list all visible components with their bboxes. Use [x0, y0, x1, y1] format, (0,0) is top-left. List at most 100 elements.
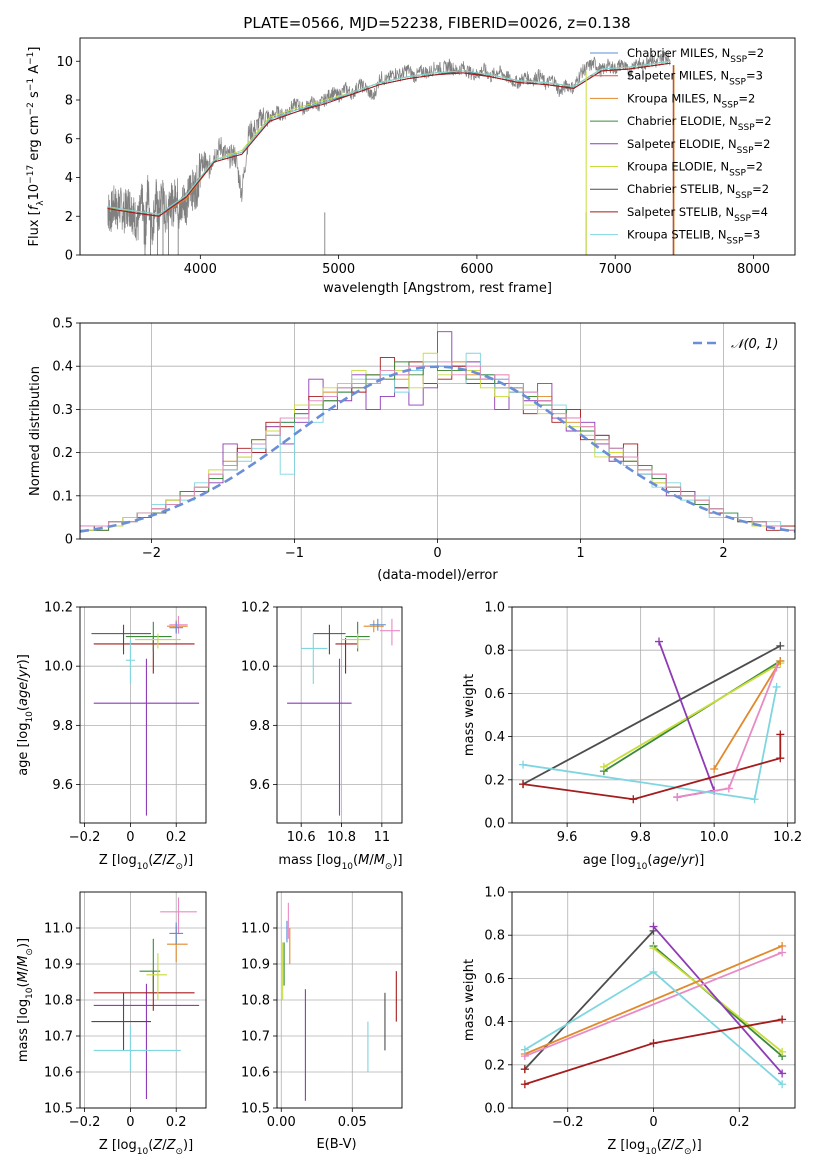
weight-marker [778, 948, 787, 957]
y-tick-label: 0.4 [52, 360, 73, 375]
y-tick-label: 10.9 [44, 958, 73, 973]
x-tick-label: 0 [649, 1115, 657, 1130]
plot-frame [276, 891, 403, 1109]
y-tick-label: 0.5 [52, 317, 73, 332]
weight-series-line [603, 662, 781, 768]
plot-frame [511, 891, 796, 1109]
figure-title: PLATE=0566, MJD=52238, FIBERID=0026, z=0… [243, 14, 630, 32]
weight-marker [778, 1080, 787, 1089]
x-tick-label: 7000 [599, 262, 632, 277]
weight-series-line [713, 660, 782, 770]
y-tick-label: 10.0 [44, 660, 73, 675]
y-tick-label: 0.6 [484, 687, 505, 702]
y-tick-label: 10.6 [241, 1066, 270, 1081]
y-tick-label: 0.6 [484, 972, 505, 987]
y-tick-label: 10.5 [241, 1102, 270, 1117]
x-axis-label: Z [log10(Z/Z⊙)] [99, 1138, 193, 1157]
plot-frame [79, 891, 207, 1109]
errorbar-point [93, 983, 200, 1099]
y-tick-label: 10.2 [44, 601, 73, 616]
weight-marker [649, 922, 658, 931]
y-tick-label: 0.2 [52, 446, 73, 461]
errorbar-point [91, 624, 152, 655]
errorbar-point [125, 621, 172, 652]
x-tick-label: 10.0 [700, 830, 729, 845]
x-tick-label: 5000 [322, 262, 355, 277]
x-tick-label: 0.00 [267, 1115, 296, 1130]
legend-entry: 𝒩(0, 1) [731, 337, 778, 352]
weight-series [519, 682, 781, 804]
legend-entry: Salpeter MILES, NSSP=3 [627, 69, 763, 88]
y-tick-label: 10.8 [44, 994, 73, 1009]
age_vs_Z-panel: −0.2 0 0.2 9.6 9.8 10.0 10.2 Z [log10(Z/Z⊙)] age… [16, 601, 207, 872]
x-tick-label: 4000 [184, 262, 217, 277]
errorbar-point [363, 620, 384, 633]
weight-series-line [524, 951, 783, 1057]
weight-marker [519, 760, 528, 769]
weight-marker [778, 1069, 787, 1078]
weight-series [520, 967, 787, 1089]
y-axis-label: age [log10(age/yr)] [16, 654, 35, 776]
y-axis-label: mass [log10(M/M⊙)] [16, 938, 35, 1062]
weight-marker [776, 754, 785, 763]
weight-series-line [522, 734, 782, 801]
y-tick-label: 10.2 [241, 601, 270, 616]
x-tick-label: 6000 [460, 262, 493, 277]
spectrum-data [107, 50, 675, 255]
plot-frame [511, 606, 796, 824]
weight-marker [520, 1045, 529, 1054]
y-tick-label: 10.0 [241, 660, 270, 675]
weight-marker [520, 1065, 529, 1074]
weight-series-line [524, 945, 783, 1055]
errorbar-point [369, 618, 386, 631]
errorbar-point [125, 639, 135, 684]
y-tick-label: 0.4 [484, 1015, 505, 1030]
errorbar-point [341, 633, 370, 649]
x-axis-label: wavelength [Angstrom, rest frame] [323, 281, 552, 296]
weight-series [520, 1015, 787, 1089]
mass_vs_ebv-panel: 0.00 0.05 10.5 10.6 10.7 10.8 10.9 11.0 E(B-V) [241, 891, 403, 1152]
weight_vs_age-data [519, 637, 785, 804]
weight-marker [599, 762, 608, 771]
y-tick-label: 9.6 [52, 778, 73, 793]
errorbar-point [134, 633, 181, 649]
x-tick-label: 10.6 [287, 830, 316, 845]
errorbar-point [287, 658, 352, 816]
weight-marker [673, 793, 682, 802]
legend-entry: Kroupa STELIB, NSSP=3 [627, 228, 760, 247]
x-tick-label: 0.2 [729, 1115, 750, 1130]
x-axis-label: Z [log10(Z/Z⊙)] [99, 853, 193, 872]
plot-frame [79, 606, 207, 824]
weight-series [520, 1065, 529, 1074]
weight_vs_Z-panel: −0.2 0 0.2 0.0 0.2 0.4 0.6 0.8 1.0 mass weight Z [… [462, 886, 796, 1157]
errorbar-point [91, 992, 152, 1051]
y-tick-label: 10.6 [44, 1066, 73, 1081]
y-tick-label: 0.4 [484, 730, 505, 745]
errorbar-point [167, 620, 188, 633]
y-tick-label: 10.5 [44, 1102, 73, 1117]
x-axis-label: E(B-V) [316, 1137, 356, 1152]
residuals-data [80, 331, 795, 539]
y-axis-label: mass weight [462, 674, 477, 756]
errorbar-point [169, 615, 188, 634]
y-tick-label: 0.8 [484, 929, 505, 944]
weight-series [520, 926, 658, 1074]
age_vs_Z-data [91, 615, 200, 816]
weight-series [519, 641, 785, 789]
y-tick-label: 0.0 [484, 817, 505, 832]
weight-marker [649, 967, 658, 976]
y-tick-label: 0 [65, 533, 73, 548]
y-tick-label: 0.8 [484, 644, 505, 659]
weight-series-line [522, 645, 781, 785]
gaussian-curve [80, 365, 795, 533]
weight_vs_Z-data [520, 922, 787, 1089]
x-tick-label: 9.6 [557, 830, 578, 845]
x-tick-label: −0.2 [69, 1115, 101, 1130]
legend-entry: Chabrier STELIB, NSSP=2 [627, 182, 769, 201]
y-tick-label: 9.6 [249, 778, 270, 793]
x-tick-label: 11 [374, 830, 391, 845]
plot-frame [276, 606, 403, 824]
errorbar-point [169, 922, 184, 945]
histogram-step [80, 361, 795, 539]
y-tick-label: 0.2 [484, 1058, 505, 1073]
